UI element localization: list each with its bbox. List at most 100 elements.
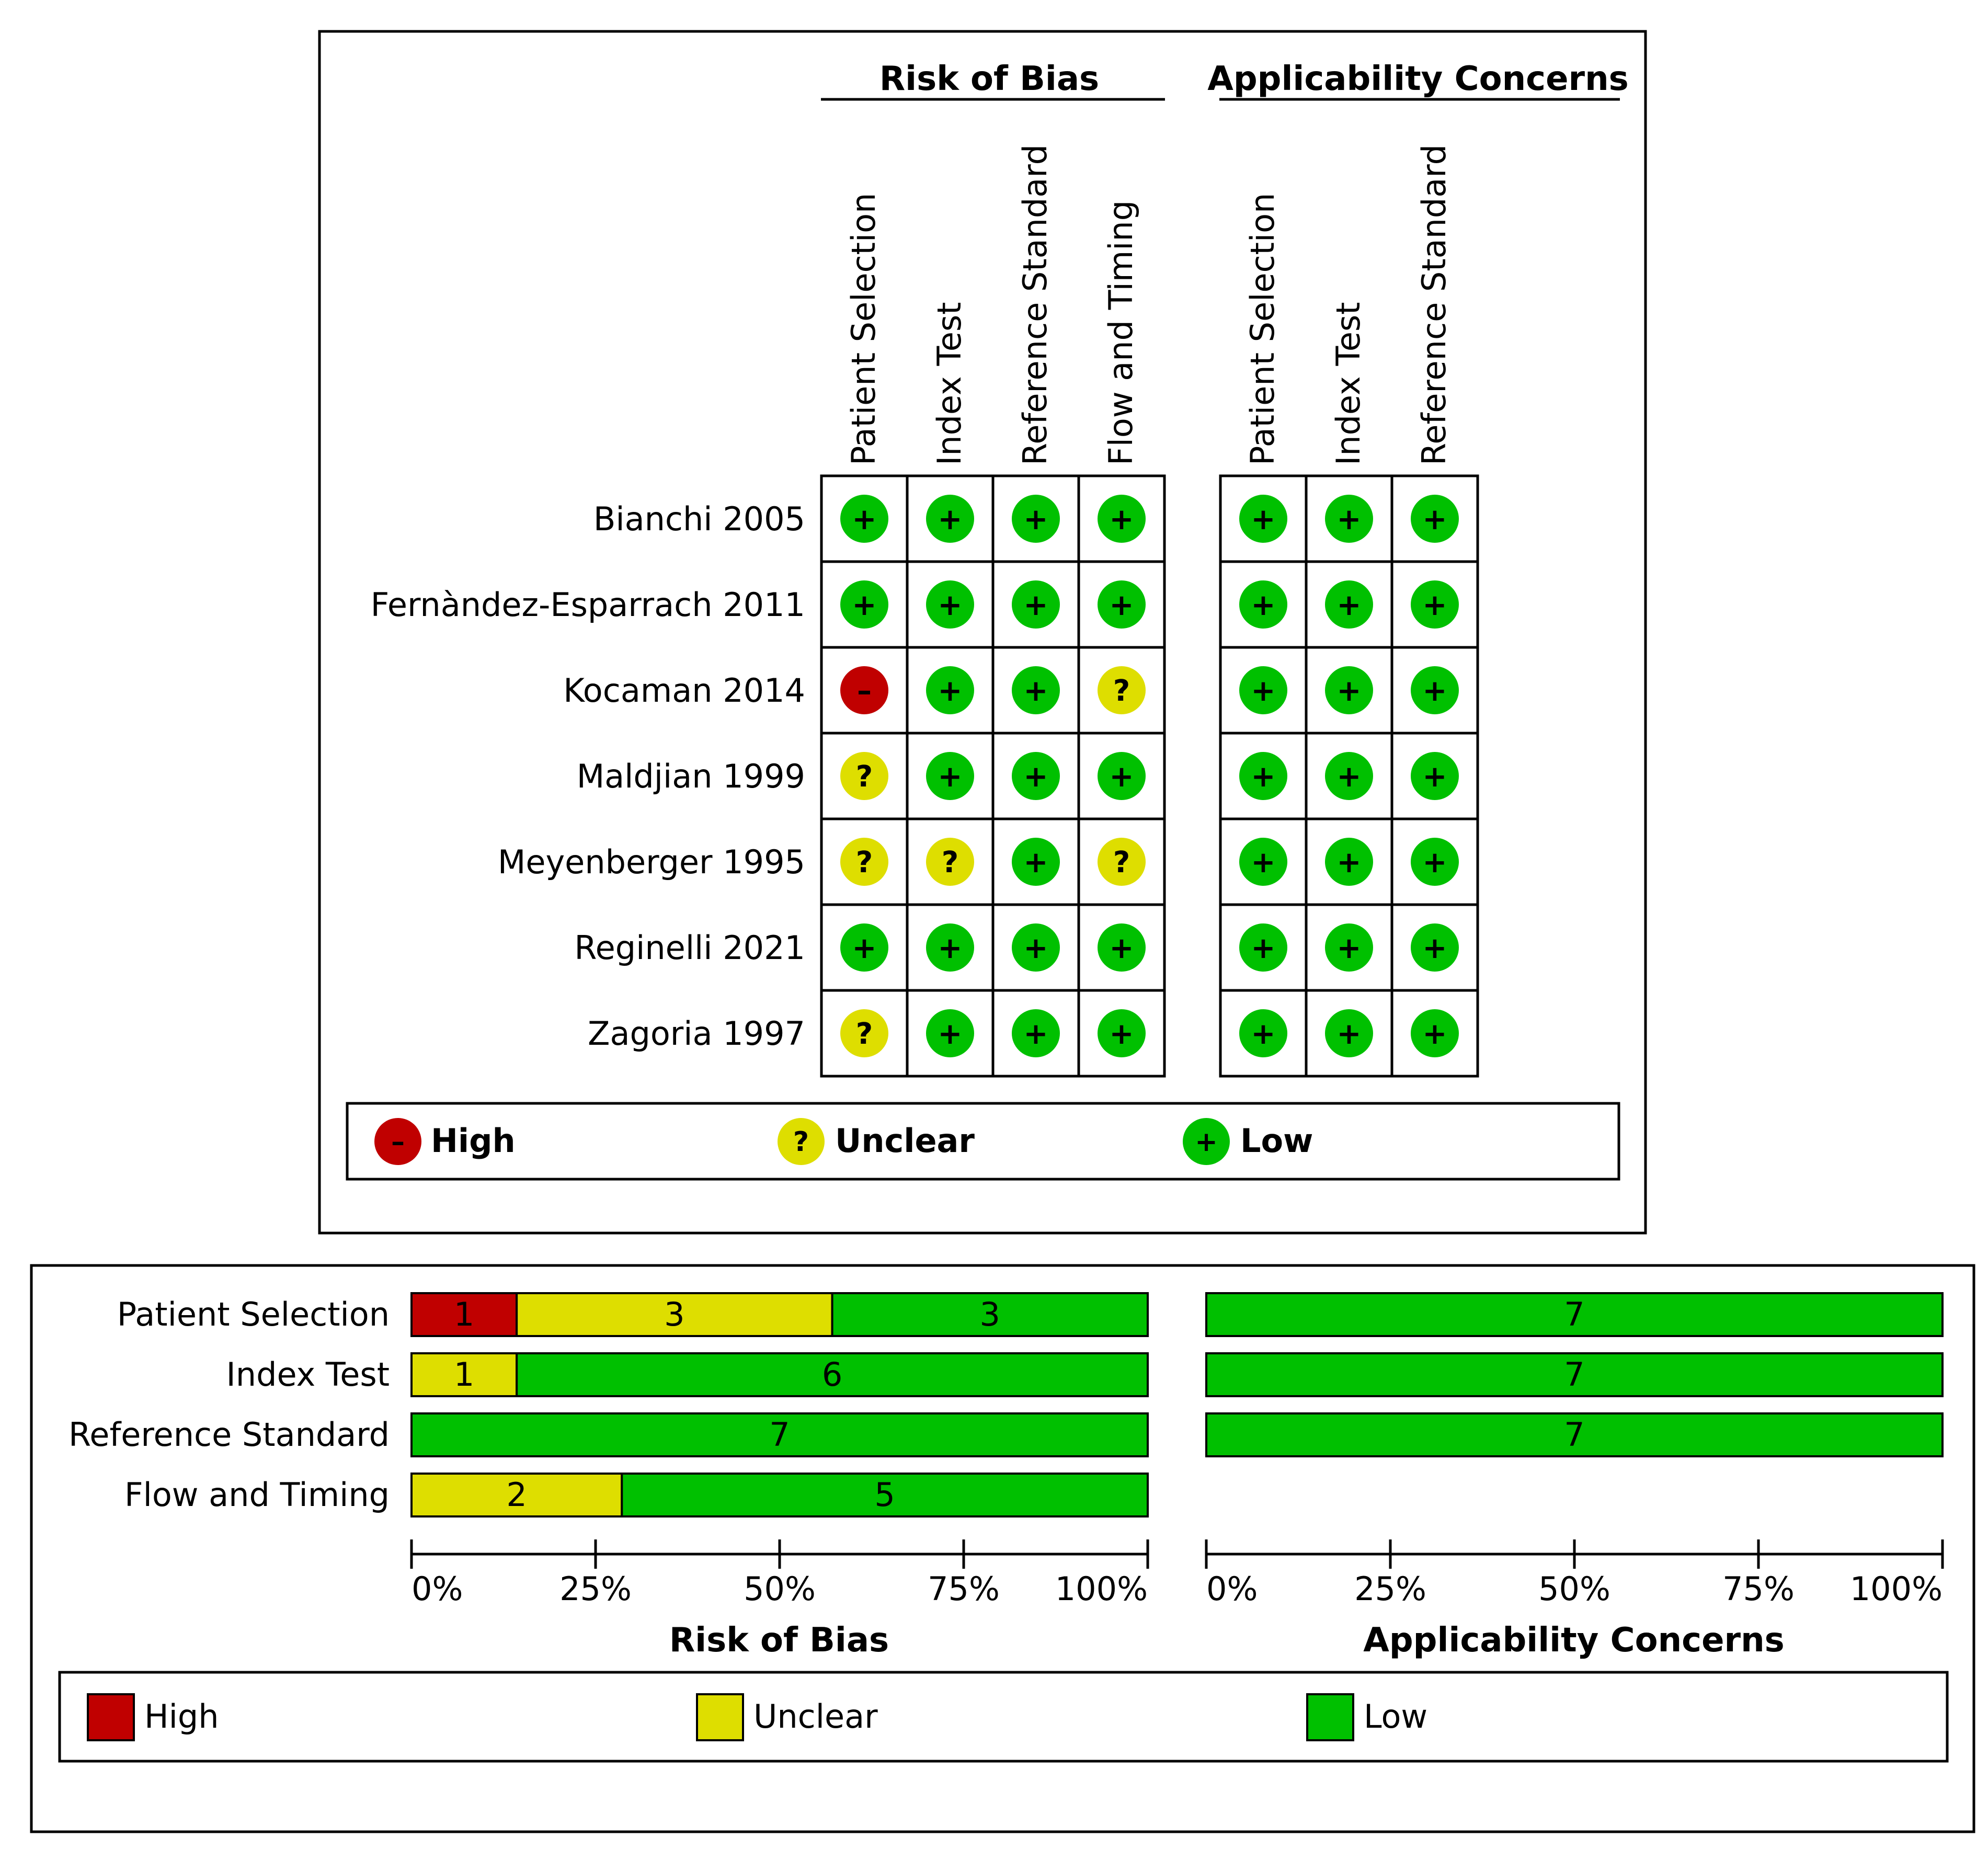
applicability-cell-reginelli-2021-index-test: +	[1305, 903, 1393, 992]
judgement-high-icon	[840, 666, 888, 714]
graph-legend-unclear-item: Unclear	[696, 1693, 878, 1741]
legend-high-item: – High	[374, 1118, 516, 1165]
judgement-low-icon	[1239, 752, 1287, 800]
axis-tick-label-applicability-concerns-0: 0%	[1206, 1570, 1258, 1608]
judgement-low-icon	[1098, 923, 1146, 972]
judgement-symbol: +	[1423, 1017, 1447, 1051]
risk-cell-reginelli-2021-patient-selection: +	[820, 903, 909, 992]
axis-tick-label-risk-of-bias-3: 75%	[928, 1570, 1000, 1608]
bar-segment-risk-of-bias-patient-selection-low	[831, 1292, 1149, 1337]
legend-unclear-icon-symbol: ?	[793, 1126, 809, 1158]
bar-label-risk-of-bias-flow-and-timing-low: 5	[874, 1476, 895, 1514]
graph-legend-low-item: Low	[1306, 1693, 1427, 1741]
graph-panel-frame	[30, 1264, 1975, 1833]
bar-segment-applicability-concerns-patient-selection-low	[1205, 1292, 1944, 1337]
judgement-symbol: +	[1110, 503, 1134, 537]
judgement-unclear-icon	[1098, 666, 1146, 714]
judgement-symbol: ?	[856, 846, 873, 880]
legend-high-icon-symbol: –	[391, 1126, 405, 1158]
risk-cell-bianchi-2005-reference-standard: +	[991, 474, 1080, 563]
judgement-low-icon	[1325, 666, 1373, 714]
judgement-symbol: +	[1337, 1017, 1362, 1051]
bar-segment-risk-of-bias-index-test-low	[516, 1352, 1149, 1397]
judgement-symbol: +	[1337, 588, 1362, 622]
applicability-cell-zagoria-1997-patient-selection: +	[1219, 989, 1308, 1078]
judgement-symbol: ?	[856, 1017, 873, 1051]
column-headers: Patient Selection Index Test Reference Sta…	[844, 144, 1453, 465]
percent-axes: 0% 25% 50% 75% 100% 0% 25% 50% 75% 100%	[410, 1539, 1944, 1608]
judgement-symbol: +	[1251, 503, 1276, 537]
judgement-low-icon	[1411, 752, 1459, 800]
judgement-low-icon	[1012, 923, 1060, 972]
judgement-low-icon	[840, 580, 888, 629]
judgement-low-icon	[840, 923, 888, 972]
axis-tick-label-risk-of-bias-2: 50%	[744, 1570, 816, 1608]
applicability-cell-meyenberger-1995-index-test: +	[1305, 817, 1393, 906]
judgement-low-icon	[1239, 495, 1287, 543]
judgement-symbol: –	[857, 674, 872, 708]
bar-label-applicability-concerns-reference-standard-low: 7	[1564, 1416, 1584, 1454]
judgement-symbol: +	[1423, 931, 1447, 965]
graph-legend-low-label: Low	[1364, 1697, 1427, 1736]
applicability-cell-zagoria-1997-index-test: +	[1305, 989, 1393, 1078]
graph-legend-low-swatch	[1306, 1693, 1354, 1741]
risk-cell-kocaman-2014-patient-selection: –	[820, 646, 909, 735]
summary-panel-frame	[318, 30, 1647, 1235]
judgement-low-icon	[1411, 1009, 1459, 1057]
risk-cell-zagoria-1997-flow-and-timing: +	[1077, 989, 1166, 1078]
risk-cell-reginelli-2021-index-test: +	[906, 903, 995, 992]
judgement-low-icon	[1325, 495, 1373, 543]
judgement-low-icon	[1012, 495, 1060, 543]
risk-cell-kocaman-2014-index-test: +	[906, 646, 995, 735]
judgement-symbol: ?	[1113, 674, 1130, 708]
study-name-meyenberger-1995: Meyenberger 1995	[498, 843, 805, 881]
applicability-cell-fern-ndez-esparrach-2011-reference-standard: +	[1390, 560, 1479, 649]
judgement-symbol: +	[1251, 760, 1276, 794]
domain-labels: Patient Selection Index Test Reference Sta…	[68, 1295, 390, 1514]
bar-label-applicability-concerns-index-test-low: 7	[1564, 1355, 1584, 1394]
judgement-symbol: +	[1337, 503, 1362, 537]
judgement-low-icon	[840, 495, 888, 543]
judgement-low-icon	[926, 666, 974, 714]
judgement-symbol: ?	[942, 846, 958, 880]
risk-cell-bianchi-2005-index-test: +	[906, 474, 995, 563]
applicability-cell-reginelli-2021-patient-selection: +	[1219, 903, 1308, 992]
bar-label-risk-of-bias-patient-selection-unclear: 3	[664, 1295, 684, 1333]
judgement-symbol: +	[1337, 931, 1362, 965]
legend-unclear-item: ? Unclear	[778, 1118, 975, 1165]
judgement-symbol: +	[1110, 1017, 1134, 1051]
legend-high-label: High	[431, 1122, 516, 1160]
risk-cell-maldjian-1999-reference-standard: +	[991, 732, 1080, 820]
judgement-symbol: +	[1251, 931, 1276, 965]
judgement-symbol: +	[1024, 588, 1048, 622]
bar-label-risk-of-bias-reference-standard-low: 7	[769, 1416, 790, 1454]
bar-label-risk-of-bias-flow-and-timing-unclear: 2	[506, 1476, 527, 1514]
bar-label-risk-of-bias-patient-selection-low: 3	[980, 1295, 1000, 1333]
risk-cell-fern-ndez-esparrach-2011-flow-and-timing: +	[1077, 560, 1166, 649]
judgement-unclear-icon	[926, 838, 974, 886]
bar-segment-applicability-concerns-reference-standard-low	[1205, 1412, 1944, 1457]
study-name-fern-ndez-esparrach-2011: Fernàndez-Esparrach 2011	[371, 586, 805, 624]
axis-tick-label-applicability-concerns-4: 100%	[1850, 1570, 1943, 1608]
graph-legend-high-swatch	[87, 1693, 135, 1741]
applicability-cell-meyenberger-1995-patient-selection: +	[1219, 817, 1308, 906]
judgement-symbol: +	[938, 503, 963, 537]
judgement-symbol: +	[1251, 674, 1276, 708]
judgement-low-icon	[1239, 838, 1287, 886]
judgement-symbol: +	[852, 931, 877, 965]
applicability-cell-bianchi-2005-index-test: +	[1305, 474, 1393, 563]
bar-segment-risk-of-bias-flow-and-timing-low	[621, 1473, 1149, 1517]
judgement-symbol: +	[1024, 846, 1048, 880]
axis-tick-label-risk-of-bias-0: 0%	[412, 1570, 463, 1608]
bar-segment-risk-of-bias-patient-selection-unclear	[516, 1292, 833, 1337]
study-name-kocaman-2014: Kocaman 2014	[563, 671, 805, 710]
judgement-symbol: +	[1337, 846, 1362, 880]
judgement-unclear-icon	[840, 838, 888, 886]
judgement-symbol: +	[1423, 588, 1447, 622]
column-header-risk-reference-standard: Reference Standard	[1016, 144, 1054, 465]
risk-cell-bianchi-2005-flow-and-timing: +	[1077, 474, 1166, 563]
risk-cell-fern-ndez-esparrach-2011-reference-standard: +	[991, 560, 1080, 649]
judgement-symbol: +	[938, 1017, 963, 1051]
